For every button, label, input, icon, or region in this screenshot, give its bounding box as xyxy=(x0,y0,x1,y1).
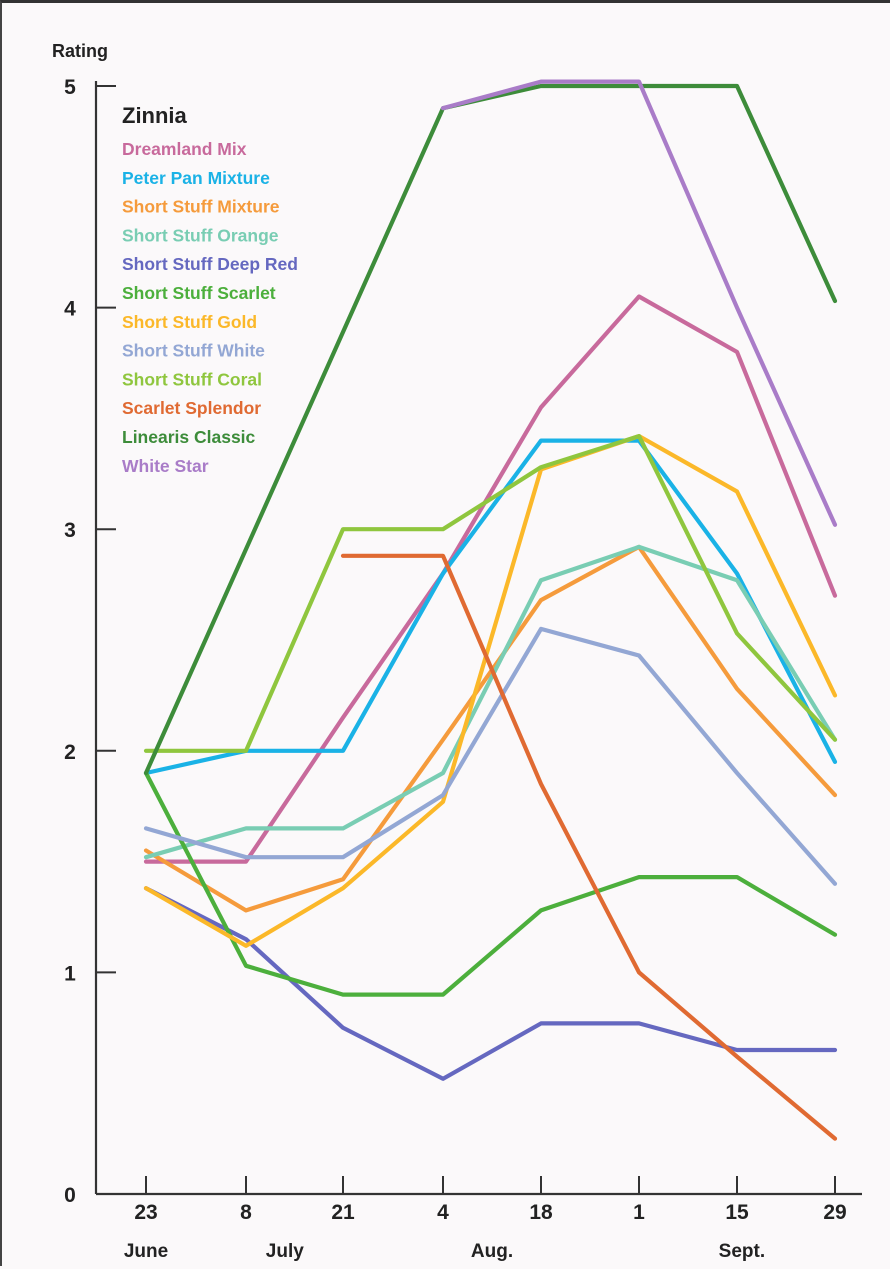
series-line-dreamland-mix xyxy=(143,294,838,864)
x-tick-label: 21 xyxy=(331,1201,355,1224)
y-tick-label: 1 xyxy=(64,962,76,985)
x-tick-label: 15 xyxy=(725,1201,749,1224)
series-line-short-stuff-white xyxy=(143,626,838,886)
y-axis-title: Rating xyxy=(52,41,108,61)
series-line-short-stuff-gold xyxy=(143,434,838,948)
y-tick-label: 2 xyxy=(64,741,76,764)
x-tick-label: 29 xyxy=(823,1201,846,1224)
legend-item-dreamland-mix: Dreamland Mix xyxy=(122,139,247,159)
month-label: Sept. xyxy=(719,1241,765,1262)
y-tick-label: 3 xyxy=(64,519,76,542)
legend-item-peter-pan-mixture: Peter Pan Mixture xyxy=(122,168,270,188)
month-label: July xyxy=(266,1241,304,1262)
x-tick-label: 8 xyxy=(240,1201,252,1224)
legend-item-scarlet-splendor: Scarlet Splendor xyxy=(122,398,261,418)
series-line-linearis-classic xyxy=(143,83,838,776)
series-line-short-stuff-orange xyxy=(143,544,838,860)
legend: Zinnia Dreamland Mix Peter Pan Mixture Sho… xyxy=(122,103,298,476)
y-tick-label: 0 xyxy=(64,1184,76,1207)
legend-item-short-stuff-coral: Short Stuff Coral xyxy=(122,369,262,389)
legend-item-short-stuff-deep-red: Short Stuff Deep Red xyxy=(122,254,298,274)
x-tick-label: 4 xyxy=(437,1201,449,1224)
series-line-scarlet-splendor xyxy=(340,553,838,1141)
legend-item-short-stuff-scarlet: Short Stuff Scarlet xyxy=(122,283,276,303)
y-tick-label: 5 xyxy=(64,76,76,99)
legend-item-short-stuff-white: Short Stuff White xyxy=(122,341,265,361)
series-line-white-star xyxy=(440,79,838,527)
legend-item-short-stuff-orange: Short Stuff Orange xyxy=(122,225,279,245)
legend-title: Zinnia xyxy=(122,103,188,128)
series-line-peter-pan-mixture xyxy=(143,438,838,776)
legend-item-short-stuff-gold: Short Stuff Gold xyxy=(122,312,257,332)
y-tick-label: 4 xyxy=(64,298,76,321)
month-label: June xyxy=(124,1241,168,1262)
month-label: Aug. xyxy=(471,1241,513,1262)
legend-item-short-stuff-mixture: Short Stuff Mixture xyxy=(122,197,280,217)
series-lines xyxy=(143,79,838,1141)
x-tick-label: 18 xyxy=(529,1201,553,1224)
x-tick-label: 23 xyxy=(134,1201,157,1224)
series-line-short-stuff-scarlet xyxy=(143,770,838,997)
legend-item-white-star: White Star xyxy=(122,456,209,476)
x-tick-label: 1 xyxy=(633,1201,645,1224)
series-line-short-stuff-coral xyxy=(143,434,838,753)
legend-item-linearis-classic: Linearis Classic xyxy=(122,427,256,447)
series-line-short-stuff-deep-red xyxy=(143,886,838,1081)
